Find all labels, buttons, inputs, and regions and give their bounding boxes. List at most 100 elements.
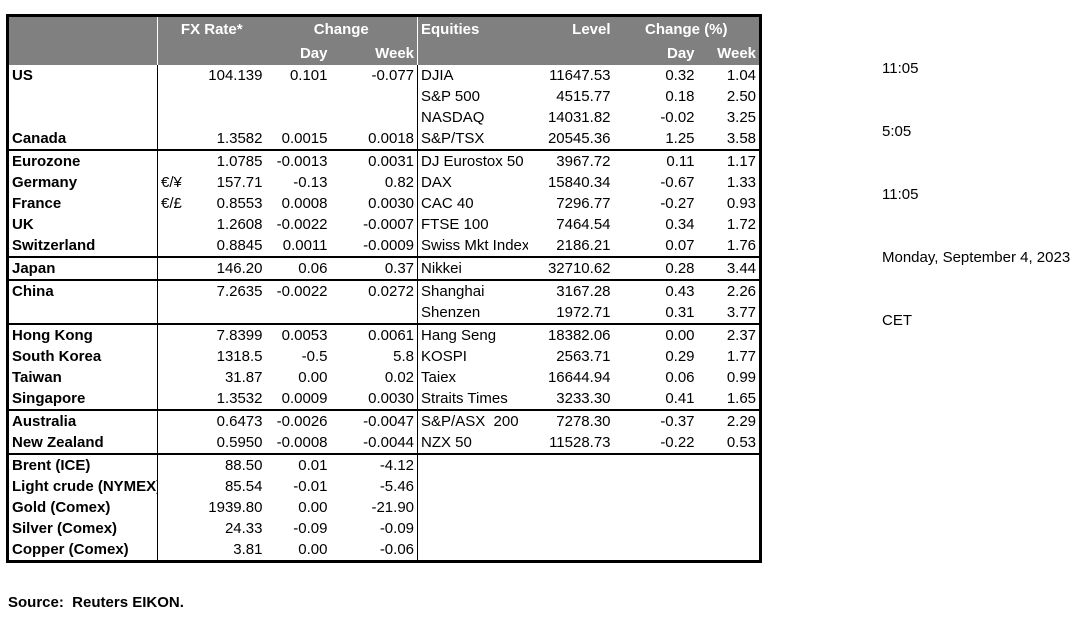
equity-week-change: 2.37 [697,323,761,346]
fx-day-change [266,302,331,324]
fx-rate-value: 0.8845 [216,237,263,254]
fx-rate-value [198,107,266,128]
equity-level: 1972.71 [556,304,611,321]
table-row: Silver (Comex) 24.33 -0.09 -0.09 [7,518,761,539]
equity-day-change: 0.32 [665,67,695,84]
equities-subheader [417,41,528,65]
equity-day-change: -0.22 [660,434,695,451]
fx-rate-value [198,86,266,107]
table-row: Eurozone 1.0785 -0.0013 0.0031 DJ Eurost… [7,149,761,172]
region-label: New Zealand [7,432,158,454]
equity-day-change [613,453,698,476]
region-label: Japan [7,256,158,280]
region-label: Australia [7,409,158,432]
commodity-label: Light crude (NYMEX) [7,476,158,497]
fx-week-change: 0.0018 [330,128,419,150]
fx-rate-value: 0.8553 [216,195,263,212]
equity-label: DJIA [421,67,454,84]
fx-day-change: -0.0008 [276,434,328,451]
equity-day-change [614,518,698,539]
equity-week-change: 0.93 [726,195,757,212]
equity-week-header: Week [697,41,761,65]
fx-rate-value: 0.5950 [216,434,263,451]
equity-label: Shanghai [417,279,528,302]
equity-level: 3167.28 [527,279,614,302]
equity-day-change: -0.37 [613,409,698,432]
header-row-2: Day Week Day Week [7,41,761,65]
currency-pair-label [158,367,198,388]
equity-day-change: 0.31 [665,304,695,321]
commodity-day-change: 0.00 [298,541,328,558]
fx-day-change: -0.0026 [265,409,331,432]
fx-day-change: 0.0009 [281,390,328,407]
fx-day-change: -0.0022 [276,216,328,233]
region-label: Hong Kong [7,323,158,346]
fx-rate-value: 1.0785 [197,149,266,172]
fx-week-change: -0.0047 [330,409,419,432]
level-header: Level [527,15,614,41]
equity-day-change: 0.29 [665,348,695,365]
currency-pair-label: €/¥ [161,174,182,191]
currency-pair-label [158,432,198,454]
currency-pair-label [158,497,198,518]
equity-label: NZX 50 [421,434,472,451]
region-column-header [7,15,158,41]
equity-label: DAX [421,174,452,191]
equity-level: 11528.73 [549,434,611,451]
equity-week-change: 1.04 [726,67,757,84]
commodity-week-change: -4.12 [330,453,419,476]
equity-week-change: 1.65 [726,390,757,407]
fx-rate-value: 104.139 [208,67,263,84]
table-row: Switzerland 0.8845 0.0011 -0.0009 Swiss … [7,235,761,257]
equity-week-change [698,518,761,539]
currency-pair-label [158,476,198,497]
equity-week-change: 2.29 [697,409,761,432]
equity-week-change [698,476,761,497]
timestamp-panel: 11:05 5:05 11:05 Monday, September 4, 20… [882,16,1070,373]
equity-label: S&P/TSX [421,130,485,147]
commodity-week-change: -0.06 [330,539,419,562]
region-label: France [7,193,158,214]
equity-level [528,497,614,518]
table-row: Australia 0.6473 -0.0026 -0.0047 S&P/ASX… [7,409,761,432]
equity-level: 18382.06 [527,323,614,346]
equity-level: 2563.71 [556,348,611,365]
currency-pair-label [157,409,198,432]
table-row: France €/£ 0.8553 0.0008 0.0030 CAC 40 7… [7,193,761,214]
market-table-wrap: FX Rate* Change Equities Level Change (%… [6,14,763,563]
equity-label: S&P/ASX 200 [417,409,528,432]
timestamp-europe: 11:05 [882,186,919,203]
level-subheader [527,41,614,65]
equity-label: FTSE 100 [421,216,489,233]
equity-day-change: 0.00 [613,323,698,346]
equity-day-change: -0.67 [660,174,695,191]
table-row: Hong Kong 7.8399 0.0053 0.0061 Hang Seng… [7,323,761,346]
currency-pair-label [158,214,198,235]
region-label: Switzerland [7,235,158,257]
currency-pair-label [157,453,198,476]
equity-day-change [614,476,698,497]
currency-pair-label [158,346,198,367]
table-row: Brent (ICE) 88.50 0.01 -4.12 [7,453,761,476]
fx-day-change: -0.13 [293,174,328,191]
fx-rate-value: 0.6473 [197,409,266,432]
fx-day-change: -0.0013 [265,149,331,172]
equity-day-change: 0.06 [665,369,695,386]
table-row: South Korea 1318.5 -0.5 5.8 KOSPI 2563.7… [7,346,761,367]
equity-week-change: 1.72 [726,216,757,233]
fx-week-change: 0.0030 [330,388,419,410]
currency-pair-label [157,279,198,302]
fx-day-change: 0.0015 [281,130,328,147]
equity-level: 14031.82 [547,109,611,126]
equity-level: 15840.34 [547,174,611,191]
equity-week-change [697,453,761,476]
fx-week-change: 0.82 [330,172,419,193]
commodity-day-change: -0.01 [293,478,328,495]
fx-week-change [330,86,419,107]
currency-pair-label [158,235,198,257]
equity-label [418,497,528,518]
commodity-week-change: -5.46 [330,476,419,497]
equity-label: Shenzen [421,304,481,321]
fx-week-change: 0.0030 [330,193,419,214]
equity-week-change: 2.26 [697,279,761,302]
